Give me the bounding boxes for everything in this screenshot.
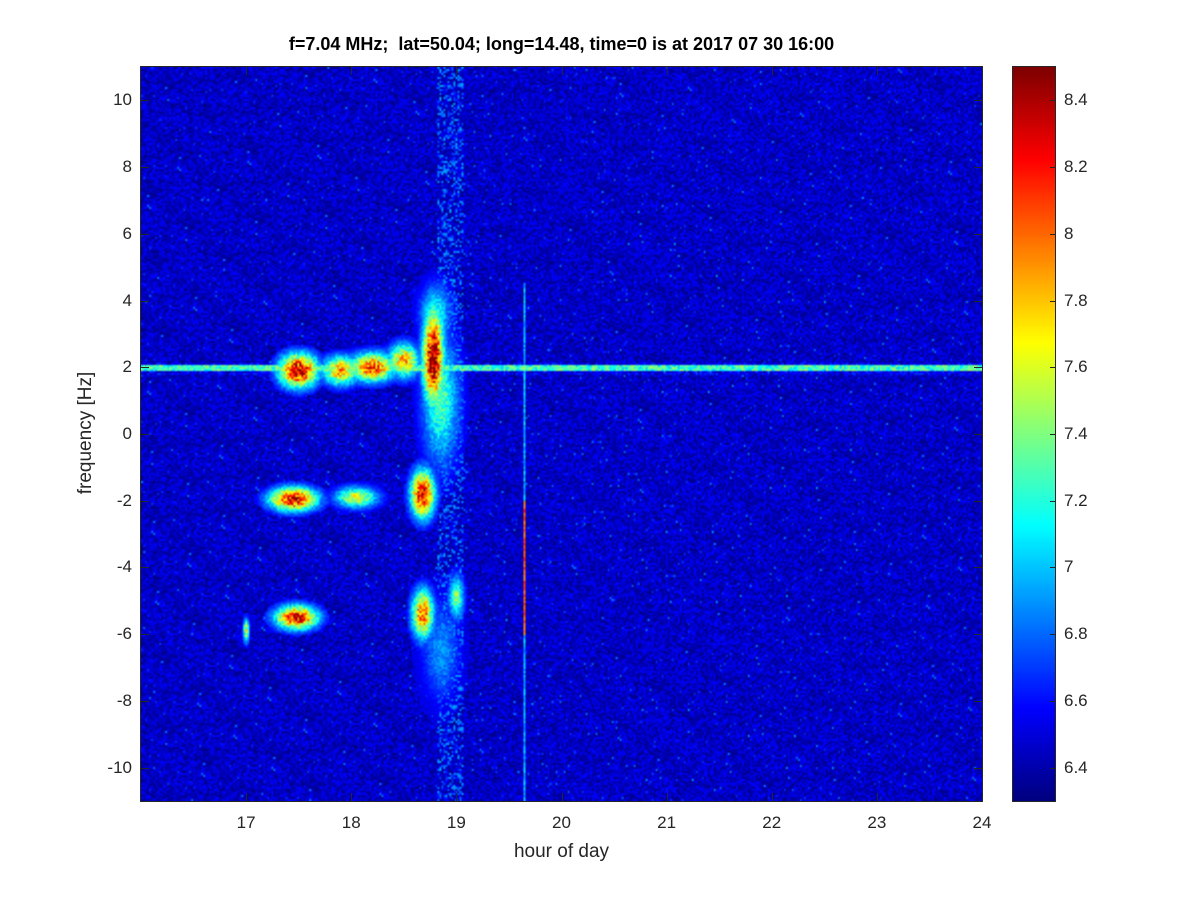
- x-tick-mark: [456, 793, 458, 801]
- x-tick-mark-top: [982, 67, 983, 75]
- colorbar-tick-mark: [1050, 567, 1055, 569]
- y-tick-mark-right: [974, 233, 982, 235]
- y-tick-mark: [141, 567, 149, 569]
- colorbar-tick-label: 7.6: [1064, 357, 1088, 377]
- x-tick-mark-top: [771, 67, 773, 75]
- colorbar-tick-label: 7.8: [1064, 290, 1088, 310]
- y-tick-mark-right: [974, 700, 982, 702]
- colorbar-tick-mark: [1050, 233, 1055, 235]
- y-tick-mark-right: [974, 367, 982, 369]
- colorbar-tick-mark: [1050, 767, 1055, 769]
- x-axis-label: hour of day: [513, 841, 610, 862]
- y-tick-mark-right: [974, 100, 982, 102]
- x-tick-mark: [561, 793, 563, 801]
- colorbar-tick-label: 8.4: [1064, 90, 1088, 110]
- y-tick-mark: [141, 700, 149, 702]
- x-tick-mark: [982, 793, 983, 801]
- x-tick-mark: [666, 793, 668, 801]
- x-tick-mark-top: [666, 67, 668, 75]
- x-tick-mark: [351, 793, 353, 801]
- x-tick-mark-top: [561, 67, 563, 75]
- y-tick-mark: [141, 167, 149, 169]
- y-tick-label: -10: [107, 757, 132, 777]
- colorbar-tick-label: 6.8: [1064, 624, 1088, 644]
- colorbar-tick-mark: [1050, 434, 1055, 435]
- colorbar-tick-label: 7: [1064, 557, 1074, 577]
- y-tick-label: 10: [113, 90, 132, 110]
- y-tick-label: 2: [122, 357, 132, 377]
- y-tick-label: -2: [116, 490, 132, 510]
- x-tick-label: 18: [341, 813, 361, 832]
- colorbar-tick-mark: [1050, 500, 1055, 502]
- colorbar-tick-label: 6.6: [1064, 690, 1088, 710]
- x-tick-mark: [876, 793, 878, 801]
- x-tick-mark-top: [876, 67, 878, 75]
- y-tick-mark-right: [974, 167, 982, 169]
- y-tick-label: 6: [122, 223, 132, 243]
- y-tick-mark: [141, 500, 149, 502]
- x-tick-mark-top: [456, 67, 458, 75]
- colorbar-tick-label: 7.4: [1064, 424, 1088, 443]
- colorbar-tick-mark: [1050, 167, 1055, 169]
- colorbar: [1012, 66, 1056, 802]
- x-tick-label: 24: [972, 813, 992, 832]
- y-tick-mark-right: [974, 767, 982, 769]
- x-tick-mark: [771, 793, 773, 801]
- y-tick-mark-right: [974, 434, 982, 435]
- y-tick-label: 0: [122, 424, 132, 443]
- colorbar-tick-label: 7.2: [1064, 490, 1088, 510]
- y-tick-mark-right: [974, 567, 982, 569]
- y-tick-mark: [141, 634, 149, 636]
- colorbar-tick-label: 8: [1064, 223, 1074, 243]
- x-tick-mark-top: [246, 67, 248, 75]
- y-tick-mark-right: [974, 500, 982, 502]
- y-tick-label: -8: [116, 690, 132, 710]
- x-tick-label: 17: [236, 813, 256, 832]
- y-tick-mark-right: [974, 300, 982, 302]
- x-tick-label: 21: [657, 813, 677, 832]
- colorbar-tick-label: 6.4: [1064, 757, 1088, 777]
- y-tick-mark: [141, 367, 149, 369]
- x-tick-mark-top: [351, 67, 353, 75]
- y-tick-mark-right: [974, 634, 982, 636]
- x-tick-label: 20: [552, 813, 571, 832]
- colorbar-tick-mark: [1050, 367, 1055, 369]
- colorbar-tick-mark: [1050, 634, 1055, 636]
- heatmap-image: [141, 67, 982, 801]
- y-tick-label: 8: [122, 157, 132, 177]
- colorbar-tick-label: 8.2: [1064, 157, 1088, 177]
- y-tick-mark: [141, 233, 149, 235]
- y-tick-mark: [141, 100, 149, 102]
- x-tick-label: 23: [867, 813, 887, 832]
- y-tick-mark: [141, 767, 149, 769]
- x-tick-label: 22: [762, 813, 782, 832]
- heatmap-plot-area: [140, 66, 983, 802]
- colorbar-gradient: [1013, 67, 1055, 801]
- x-tick-mark: [246, 793, 248, 801]
- colorbar-tick-mark: [1050, 100, 1055, 102]
- y-tick-mark: [141, 300, 149, 302]
- x-tick-label: 19: [446, 813, 466, 832]
- y-tick-mark: [141, 434, 149, 435]
- colorbar-tick-mark: [1050, 700, 1055, 702]
- y-tick-label: -6: [116, 624, 132, 644]
- chart-title: f=7.04 MHz; lat=50.04; long=14.48, time=…: [288, 34, 835, 54]
- y-axis-label: frequency [Hz]: [75, 371, 96, 495]
- y-tick-label: 4: [122, 290, 132, 310]
- colorbar-tick-mark: [1050, 300, 1055, 302]
- y-tick-label: -4: [116, 557, 132, 577]
